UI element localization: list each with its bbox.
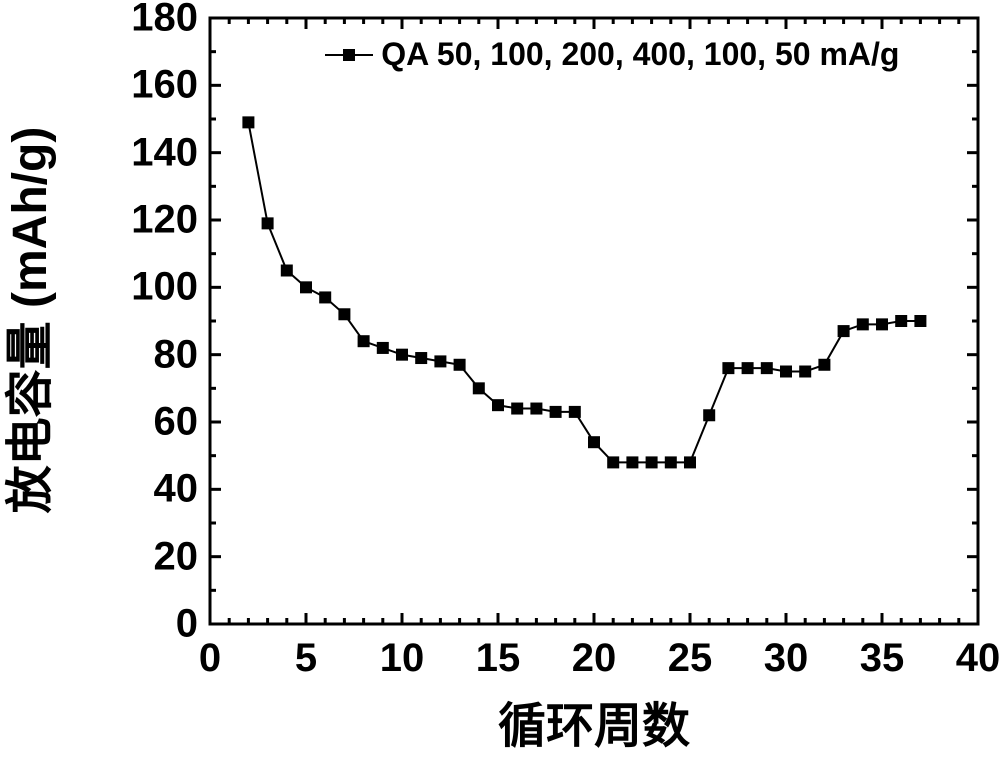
y-tick-label: 80 xyxy=(154,332,199,377)
x-tick-label: 20 xyxy=(572,636,617,681)
y-axis-label: 放电容量 (mAh/g) xyxy=(0,127,60,514)
y-tick-label: 60 xyxy=(154,400,199,445)
y-tick-label: 160 xyxy=(131,63,198,108)
y-tick-label: 140 xyxy=(131,130,198,175)
x-tick-label: 10 xyxy=(380,636,425,681)
x-tick-label: 40 xyxy=(956,636,1000,681)
x-tick-label: 15 xyxy=(476,636,521,681)
legend: QA 50, 100, 200, 400, 100, 50 mA/g xyxy=(325,36,899,73)
x-axis-label: 循环周数 xyxy=(498,686,690,756)
y-tick-label: 40 xyxy=(154,467,199,512)
y-tick-label: 0 xyxy=(176,602,198,647)
x-tick-label: 5 xyxy=(295,636,317,681)
x-tick-label: 25 xyxy=(668,636,713,681)
y-tick-label: 120 xyxy=(131,198,198,243)
legend-label: QA 50, 100, 200, 400, 100, 50 mA/g xyxy=(381,36,899,73)
y-tick-label: 100 xyxy=(131,265,198,310)
x-tick-label: 30 xyxy=(764,636,809,681)
y-tick-label: 20 xyxy=(154,534,199,579)
x-tick-label: 35 xyxy=(860,636,905,681)
chart-figure: 放电容量 (mAh/g) 循环周数 QA 50, 100, 200, 400, … xyxy=(0,0,1000,759)
y-tick-label: 180 xyxy=(131,0,198,41)
x-tick-label: 0 xyxy=(199,636,221,681)
legend-marker-icon xyxy=(325,47,373,63)
